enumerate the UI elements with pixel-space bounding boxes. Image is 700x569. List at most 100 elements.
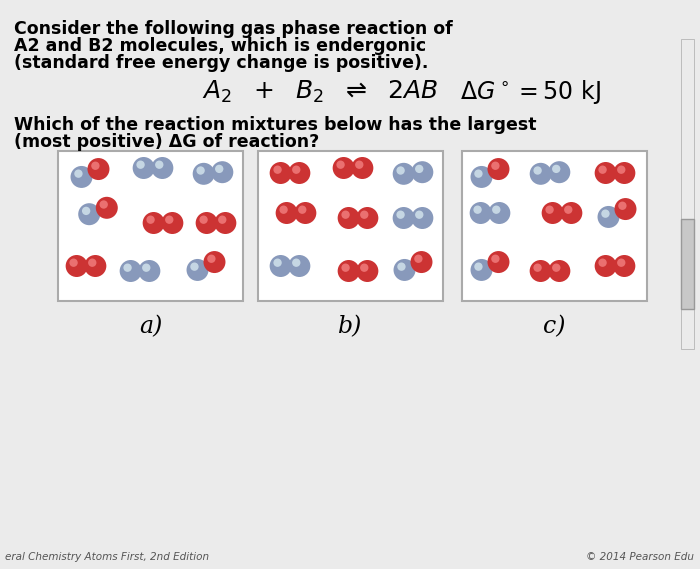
Circle shape xyxy=(71,166,92,188)
Circle shape xyxy=(132,157,155,179)
Circle shape xyxy=(560,202,582,224)
Circle shape xyxy=(332,157,355,179)
Circle shape xyxy=(214,212,237,234)
Circle shape xyxy=(207,254,216,263)
Bar xyxy=(58,151,243,301)
Circle shape xyxy=(491,162,500,170)
Text: b): b) xyxy=(338,315,363,338)
Circle shape xyxy=(360,211,368,219)
Text: (most positive) ΔG of reaction?: (most positive) ΔG of reaction? xyxy=(14,133,319,151)
Circle shape xyxy=(351,157,373,179)
Circle shape xyxy=(398,262,405,271)
Circle shape xyxy=(78,203,100,225)
Bar xyxy=(681,219,694,309)
Circle shape xyxy=(533,263,542,272)
Circle shape xyxy=(396,166,405,175)
Circle shape xyxy=(96,197,118,219)
Circle shape xyxy=(143,212,164,234)
Circle shape xyxy=(88,158,109,180)
Circle shape xyxy=(139,260,160,282)
Circle shape xyxy=(197,166,205,175)
Circle shape xyxy=(136,160,145,169)
Circle shape xyxy=(66,255,88,277)
Text: a): a) xyxy=(139,315,162,338)
Circle shape xyxy=(190,262,199,271)
Circle shape xyxy=(146,216,155,224)
Circle shape xyxy=(475,262,482,271)
Circle shape xyxy=(594,255,617,277)
Circle shape xyxy=(356,260,378,282)
Circle shape xyxy=(161,212,183,234)
Circle shape xyxy=(292,258,300,267)
Text: Consider the following gas phase reaction of: Consider the following gas phase reactio… xyxy=(14,20,453,38)
Circle shape xyxy=(533,166,542,175)
Circle shape xyxy=(598,258,607,267)
Text: © 2014 Pearson Edu: © 2014 Pearson Edu xyxy=(586,552,694,562)
Circle shape xyxy=(487,158,510,180)
Circle shape xyxy=(123,263,132,272)
Circle shape xyxy=(530,260,552,282)
Circle shape xyxy=(355,160,363,169)
Circle shape xyxy=(279,205,288,214)
Circle shape xyxy=(613,255,636,277)
Circle shape xyxy=(274,258,281,267)
Circle shape xyxy=(155,160,163,169)
Circle shape xyxy=(491,254,500,263)
Circle shape xyxy=(393,163,414,185)
Circle shape xyxy=(542,202,564,224)
Circle shape xyxy=(598,166,607,174)
Circle shape xyxy=(356,207,378,229)
Circle shape xyxy=(276,202,298,224)
Circle shape xyxy=(475,170,482,178)
Circle shape xyxy=(548,161,570,183)
Circle shape xyxy=(414,254,423,263)
Text: Which of the reaction mixtures below has the largest: Which of the reaction mixtures below has… xyxy=(14,116,536,134)
Circle shape xyxy=(142,263,150,272)
Text: c): c) xyxy=(543,315,566,338)
Text: eral Chemistry Atoms First, 2nd Edition: eral Chemistry Atoms First, 2nd Edition xyxy=(5,552,209,562)
Text: (standard free energy change is positive).: (standard free energy change is positive… xyxy=(14,54,428,72)
Circle shape xyxy=(69,258,78,267)
Circle shape xyxy=(342,263,350,272)
Circle shape xyxy=(470,202,491,224)
Circle shape xyxy=(74,170,83,178)
Circle shape xyxy=(186,259,209,281)
Text: $A_2\ \ +\ \ B_2\ \ \rightleftharpoons\ \ 2AB$: $A_2\ \ +\ \ B_2\ \ \rightleftharpoons\ … xyxy=(202,79,438,105)
Circle shape xyxy=(393,207,414,229)
Circle shape xyxy=(270,162,292,184)
Circle shape xyxy=(165,216,174,224)
Circle shape xyxy=(193,163,215,185)
Circle shape xyxy=(470,166,493,188)
Circle shape xyxy=(415,164,424,173)
Circle shape xyxy=(298,205,307,214)
Circle shape xyxy=(218,216,227,224)
Text: A2 and B2 molecules, which is endergonic: A2 and B2 molecules, which is endergonic xyxy=(14,37,426,55)
Circle shape xyxy=(337,160,344,169)
Circle shape xyxy=(492,205,500,214)
Circle shape xyxy=(552,263,561,272)
Bar xyxy=(258,151,443,301)
Circle shape xyxy=(618,201,626,210)
Circle shape xyxy=(120,260,141,282)
Circle shape xyxy=(342,211,350,219)
Circle shape xyxy=(487,251,510,273)
Circle shape xyxy=(211,161,233,183)
Circle shape xyxy=(598,206,620,228)
Circle shape xyxy=(151,157,174,179)
Circle shape xyxy=(199,216,208,224)
Circle shape xyxy=(84,255,106,277)
Text: $\Delta G^\circ = 50\ \mathrm{kJ}$: $\Delta G^\circ = 50\ \mathrm{kJ}$ xyxy=(460,78,601,106)
Circle shape xyxy=(288,162,310,184)
Circle shape xyxy=(594,162,617,184)
Circle shape xyxy=(564,205,573,214)
Circle shape xyxy=(412,161,433,183)
Circle shape xyxy=(473,205,482,214)
Circle shape xyxy=(601,209,610,218)
Circle shape xyxy=(530,163,552,185)
Circle shape xyxy=(337,260,360,282)
Circle shape xyxy=(412,207,433,229)
Circle shape xyxy=(617,258,625,267)
Circle shape xyxy=(410,251,433,273)
Circle shape xyxy=(88,258,97,267)
Bar xyxy=(681,39,694,349)
